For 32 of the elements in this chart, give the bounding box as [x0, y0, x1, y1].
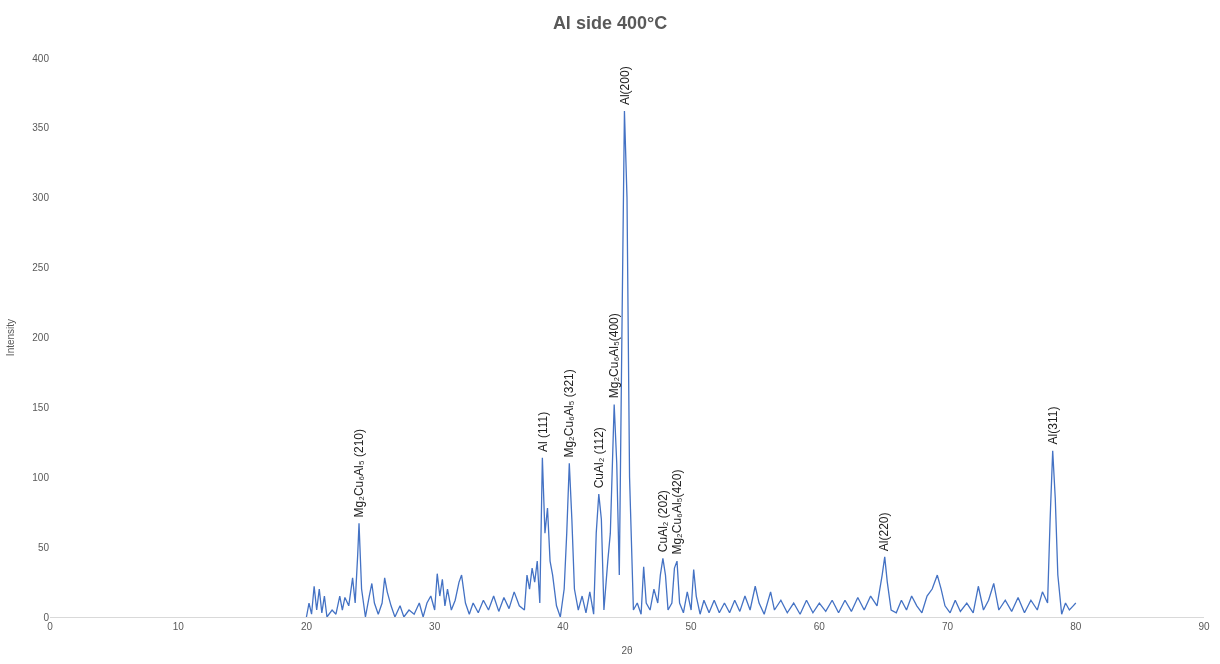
- annotation: Mg₂Cu₆Al₅ (321): [562, 369, 577, 458]
- y-tick-label: 200: [32, 332, 50, 343]
- annotation: CuAl₂ (112): [592, 427, 607, 489]
- annotation: Mg₂Cu₆Al₅(400): [607, 313, 622, 399]
- x-tick-label: 70: [942, 621, 954, 632]
- annotation: Mg₂Cu₆Al₅ (210): [351, 429, 366, 518]
- annotation: Al(200): [617, 66, 632, 106]
- y-axis-title: Intensity: [5, 318, 17, 357]
- x-tick-label: 80: [1070, 621, 1082, 632]
- line-series: [305, 110, 1077, 617]
- y-tick-label: 250: [32, 262, 50, 274]
- x-tick-label: 40: [557, 621, 569, 632]
- x-axis-title: 2θ: [621, 644, 633, 656]
- x-tick-label: 30: [429, 621, 441, 632]
- y-tick-label: 100: [32, 471, 50, 483]
- x-tick-label: 60: [813, 621, 826, 632]
- chart-title: Al side 400°C: [552, 13, 668, 34]
- y-tick-label: 400: [32, 52, 50, 64]
- annotation: Al (111): [535, 411, 550, 453]
- x-tick-label: 50: [685, 621, 698, 632]
- y-tick-label: 350: [32, 122, 50, 134]
- x-tick-label: 20: [300, 621, 313, 632]
- annotation: Al(220): [877, 512, 892, 552]
- x-tick-label: 10: [172, 621, 185, 632]
- y-tick-label: 50: [37, 541, 50, 553]
- y-tick-label: 0: [43, 611, 50, 623]
- annotation: CuAl₂ (202): [655, 490, 670, 553]
- y-tick-label: 150: [32, 401, 50, 413]
- annotation: Al(311): [1046, 406, 1060, 445]
- annotation: Mg₂Cu₆Al₅(420): [670, 469, 685, 555]
- x-tick-label: 90: [1198, 621, 1210, 632]
- y-tick-label: 300: [32, 192, 50, 204]
